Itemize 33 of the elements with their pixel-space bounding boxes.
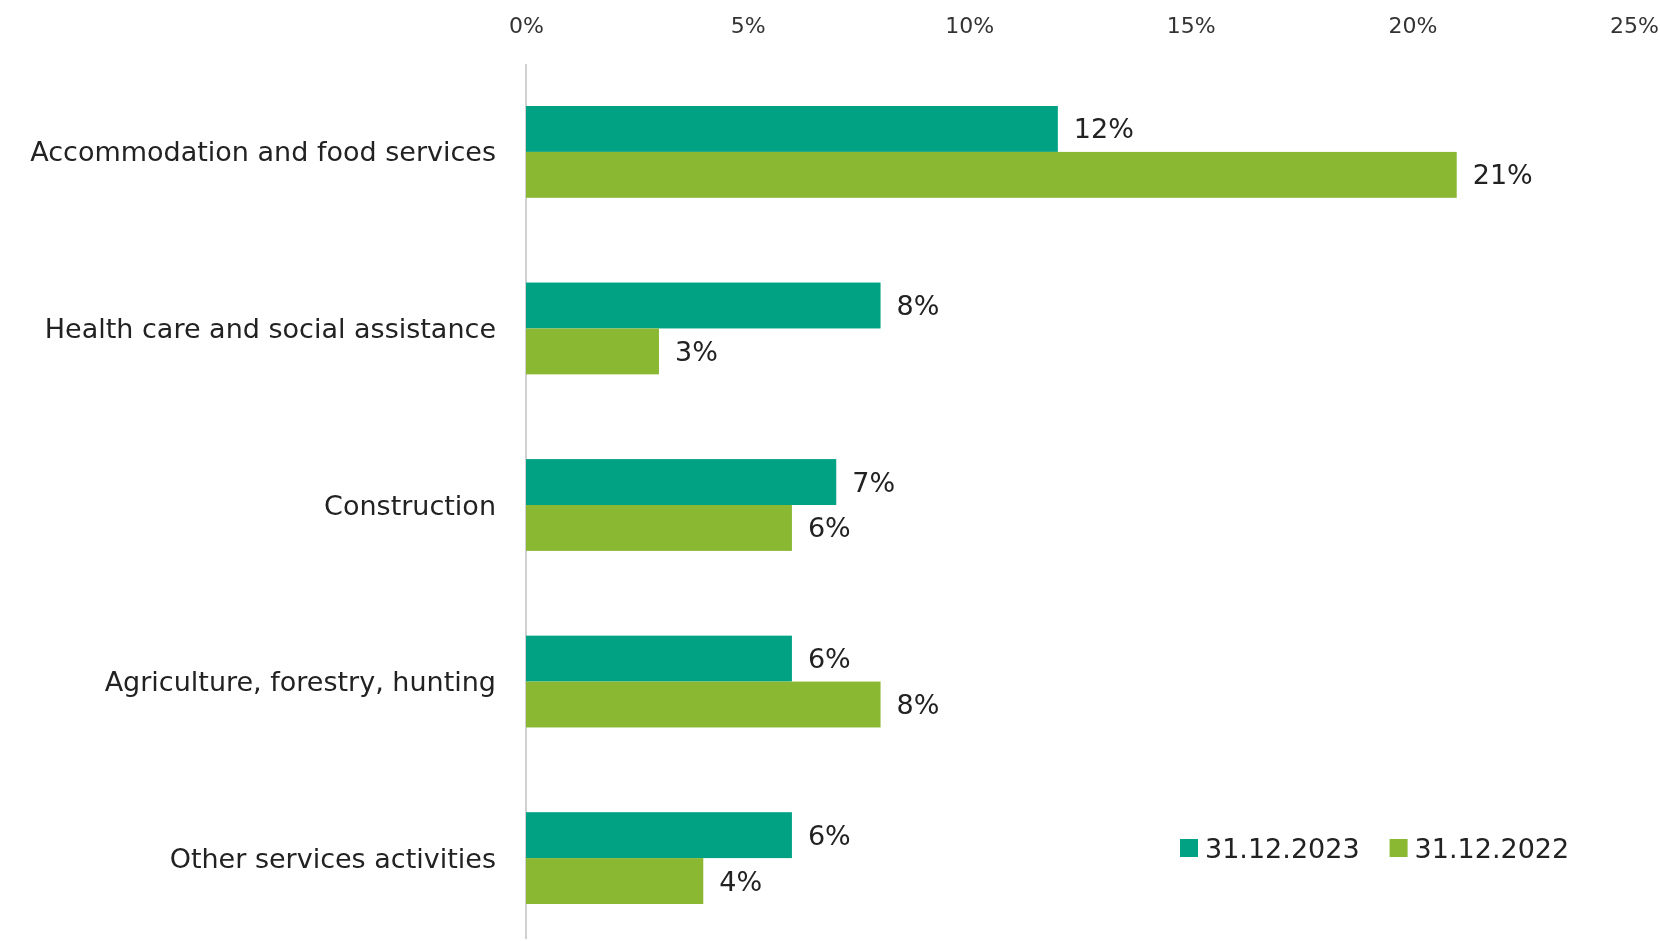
bar xyxy=(526,328,659,375)
y-tick-label: Accommodation and food services xyxy=(30,136,496,168)
data-label: 4% xyxy=(719,865,763,897)
data-label: 3% xyxy=(674,335,718,367)
bar xyxy=(526,106,1058,152)
x-tick-label: 25% xyxy=(1610,12,1659,38)
bar xyxy=(526,812,792,859)
x-tick-label: 5% xyxy=(730,12,766,38)
y-tick-label: Construction xyxy=(324,489,496,521)
data-label: 7% xyxy=(852,466,896,498)
bar xyxy=(526,151,1457,198)
data-label: 8% xyxy=(896,290,940,321)
x-tick-label: 20% xyxy=(1388,12,1438,38)
bar xyxy=(526,459,837,505)
legend-label: 31.12.2022 xyxy=(1414,832,1570,864)
bar xyxy=(526,635,792,682)
bar xyxy=(526,858,704,904)
data-label: 8% xyxy=(896,689,940,720)
legend-label: 31.12.2023 xyxy=(1205,832,1360,864)
data-label: 6% xyxy=(807,643,851,675)
data-label: 12% xyxy=(1073,113,1134,145)
bar xyxy=(526,505,792,551)
y-tick-label: Agriculture, forestry, hunting xyxy=(104,666,496,698)
bar xyxy=(526,282,881,329)
data-label: 21% xyxy=(1472,159,1533,191)
x-tick-label: 0% xyxy=(509,12,544,38)
x-tick-label: 10% xyxy=(945,12,995,38)
y-tick-label: Other services activities xyxy=(169,842,496,874)
bar xyxy=(526,681,881,728)
data-label: 6% xyxy=(807,819,851,851)
x-tick-label: 15% xyxy=(1166,12,1216,38)
y-tick-label: Health care and social assistance xyxy=(44,312,496,344)
data-label: 6% xyxy=(807,512,851,544)
